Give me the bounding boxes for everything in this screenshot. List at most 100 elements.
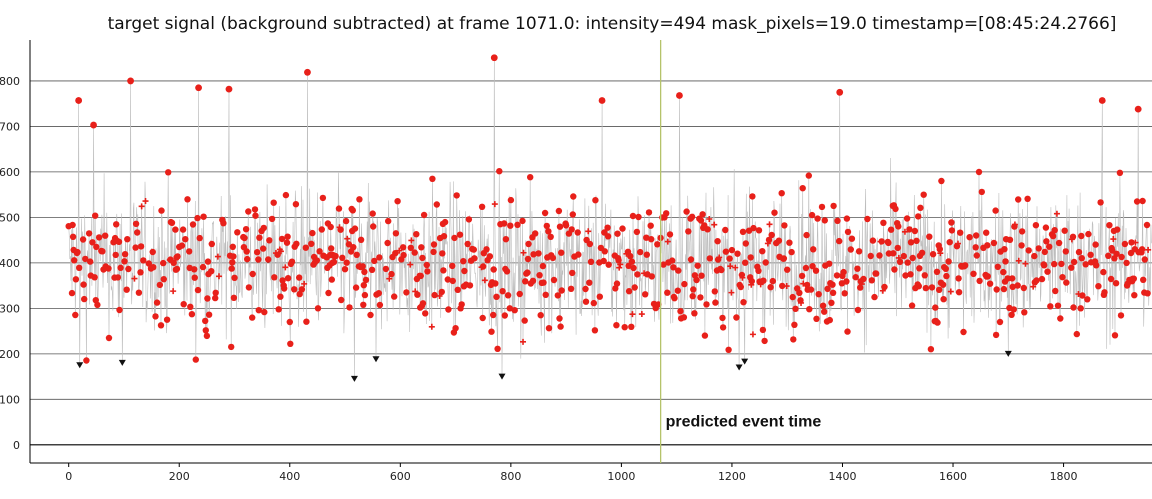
data-point	[481, 277, 488, 284]
data-point	[807, 286, 815, 293]
data-point	[351, 225, 359, 232]
data-point	[938, 177, 945, 185]
data-point	[1139, 197, 1146, 205]
data-point	[268, 215, 276, 223]
data-point	[422, 310, 429, 317]
data-point	[413, 231, 420, 238]
data-point	[384, 239, 391, 247]
data-point	[1145, 246, 1152, 253]
data-point	[506, 305, 513, 312]
data-point	[818, 203, 826, 211]
data-point	[245, 284, 253, 291]
data-point	[815, 291, 822, 298]
data-point	[824, 285, 831, 292]
data-point	[1078, 255, 1086, 262]
data-point	[819, 302, 827, 309]
data-point	[890, 250, 897, 257]
x-tick-label: 1800	[1050, 470, 1078, 483]
data-point	[592, 197, 599, 204]
data-point	[635, 213, 642, 221]
data-point	[759, 326, 767, 334]
data-point	[132, 220, 140, 227]
data-point	[1144, 290, 1151, 297]
data-point	[669, 257, 676, 264]
y-tick-label: 0	[13, 439, 20, 452]
data-point	[282, 191, 290, 199]
data-point	[332, 252, 339, 260]
data-point	[1092, 241, 1099, 248]
data-point	[792, 305, 799, 312]
data-point	[638, 311, 645, 318]
data-point	[1082, 261, 1089, 268]
data-point	[438, 288, 445, 296]
data-point	[734, 250, 741, 257]
data-point	[836, 237, 843, 245]
data-point	[689, 293, 696, 300]
data-point	[368, 266, 376, 273]
data-point	[344, 235, 351, 242]
data-point	[936, 286, 943, 293]
data-point	[1101, 289, 1108, 296]
data-point	[429, 175, 436, 182]
data-point	[540, 279, 547, 286]
data-point	[629, 212, 637, 220]
data-point	[1143, 221, 1151, 229]
data-point	[714, 238, 721, 245]
data-point	[1087, 251, 1094, 258]
data-point	[234, 229, 241, 236]
data-point	[252, 212, 259, 219]
data-point	[304, 68, 311, 76]
data-point	[1085, 230, 1092, 238]
data-point	[407, 244, 414, 251]
data-point	[728, 246, 736, 254]
data-point	[915, 283, 922, 290]
data-point	[1095, 283, 1102, 290]
data-point	[532, 230, 539, 237]
data-point	[617, 261, 624, 268]
data-point	[408, 237, 415, 244]
data-point	[423, 261, 430, 269]
data-point	[178, 242, 186, 249]
data-point	[789, 293, 796, 301]
data-point	[799, 185, 806, 192]
data-point	[1044, 268, 1051, 275]
data-point	[806, 306, 813, 313]
data-point	[196, 234, 203, 242]
data-point	[677, 308, 684, 315]
data-point	[1069, 233, 1077, 240]
data-point	[1058, 260, 1065, 268]
data-point	[1042, 224, 1050, 231]
data-point	[840, 268, 847, 276]
data-point	[132, 244, 139, 251]
low-marker	[741, 358, 749, 365]
data-point	[829, 289, 837, 296]
data-point	[309, 229, 316, 237]
data-point	[562, 222, 570, 229]
data-point	[569, 211, 576, 218]
data-point	[660, 261, 667, 268]
data-point	[330, 258, 338, 266]
data-point	[1022, 260, 1029, 267]
data-point	[102, 232, 109, 239]
data-point	[371, 257, 378, 265]
data-point	[706, 255, 713, 262]
data-point	[788, 248, 795, 256]
data-point	[74, 248, 81, 256]
data-point	[327, 223, 334, 231]
data-point	[908, 302, 916, 309]
data-point	[990, 239, 998, 247]
data-point	[170, 259, 177, 266]
data-point	[256, 234, 263, 241]
data-point	[694, 262, 701, 269]
data-point	[844, 228, 852, 236]
data-point	[471, 255, 478, 262]
data-point	[519, 217, 526, 225]
data-point	[265, 256, 272, 263]
data-point	[514, 221, 521, 228]
data-point	[586, 240, 594, 248]
data-point	[803, 231, 810, 239]
data-point	[996, 318, 1004, 326]
data-point	[407, 261, 414, 268]
data-point	[520, 338, 527, 345]
data-point	[479, 314, 486, 322]
